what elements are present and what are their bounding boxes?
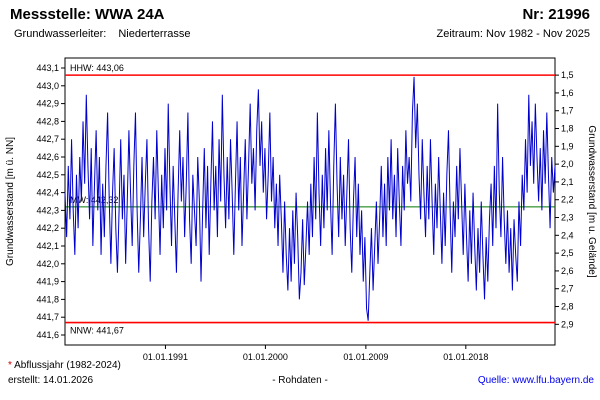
aquifer-label: Grundwasserleiter: xyxy=(14,28,107,40)
y-left-tick-label: 443,0 xyxy=(36,81,59,91)
y-left-tick-label: 441,6 xyxy=(36,330,59,340)
y-right-tick-label: 1,8 xyxy=(561,124,574,134)
y-left-tick-label: 442,6 xyxy=(36,152,59,162)
y-right-tick-label: 2,0 xyxy=(561,159,574,169)
footnote: * Abflussjahr (1982-2024) xyxy=(8,360,121,371)
y-right-tick-label: 2,6 xyxy=(561,266,574,276)
x-tick-label: 01.01.1991 xyxy=(143,352,188,362)
y-right-tick-label: 2,5 xyxy=(561,248,574,258)
source-label: Quelle: xyxy=(477,375,513,386)
y-left-tick-label: 443,1 xyxy=(36,63,59,73)
created-date: erstellt: 14.01.2026 xyxy=(8,375,94,386)
station-title: Messstelle: WWA 24A xyxy=(10,6,165,23)
y-left-tick-label: 442,2 xyxy=(36,223,59,233)
y-left-tick-label: 441,9 xyxy=(36,277,59,287)
y-right-tick-label: 2,4 xyxy=(561,230,574,240)
y-right-tick-label: 2,1 xyxy=(561,177,574,187)
y-right-tick-label: 2,7 xyxy=(561,284,574,294)
y-right-tick-label: 1,9 xyxy=(561,141,574,151)
y-right-tick-label: 1,6 xyxy=(561,88,574,98)
y-left-tick-label: 442,0 xyxy=(36,259,59,269)
y-right-axis-title: Grundwasserstand [m u. Gelände] xyxy=(586,125,597,278)
aquifer-row: Grundwasserleiter: Niederterrasse xyxy=(14,28,190,40)
footnote-text: Abflussjahr (1982-2024) xyxy=(11,360,121,371)
y-left-tick-label: 441,7 xyxy=(36,312,59,322)
y-right-tick-label: 2,2 xyxy=(561,195,574,205)
hhw-label: HHW: 443,06 xyxy=(70,63,124,73)
subtitle-bar: Grundwasserleiter: Niederterrasse Zeitrau… xyxy=(14,28,590,40)
y-left-tick-label: 442,4 xyxy=(36,188,59,198)
x-tick-label: 01.01.2009 xyxy=(343,352,388,362)
series-line xyxy=(64,76,556,321)
station-number: Nr: 21996 xyxy=(522,6,590,23)
title-bar: Messstelle: WWA 24A Nr: 21996 xyxy=(10,6,590,23)
data-type-label: - Rohdaten - xyxy=(272,375,328,386)
y-left-tick-label: 442,5 xyxy=(36,170,59,180)
source-link[interactable]: www.lfu.bayern.de xyxy=(512,375,594,386)
y-right-tick-label: 1,5 xyxy=(561,70,574,80)
x-tick-label: 01.01.2018 xyxy=(443,352,488,362)
y-left-tick-label: 442,8 xyxy=(36,116,59,126)
y-right-tick-label: 2,8 xyxy=(561,302,574,312)
y-left-axis-title: Grundwasserstand [m ü. NN] xyxy=(5,137,16,266)
y-left-tick-label: 442,3 xyxy=(36,205,59,215)
y-right-tick-label: 2,3 xyxy=(561,213,574,223)
aquifer-value: Niederterrasse xyxy=(118,28,191,40)
footnote-asterisk: * xyxy=(8,360,12,371)
x-tick-label: 01.01.2000 xyxy=(243,352,288,362)
period-label: Zeitraum: Nov 1982 - Nov 2025 xyxy=(436,28,590,40)
y-right-tick-label: 2,9 xyxy=(561,319,574,329)
nnw-label: NNW: 441,67 xyxy=(70,326,124,336)
y-left-tick-label: 441,8 xyxy=(36,294,59,304)
y-left-tick-label: 442,1 xyxy=(36,241,59,251)
source: Quelle: www.lfu.bayern.de xyxy=(478,375,594,386)
y-left-tick-label: 442,7 xyxy=(36,134,59,144)
y-right-tick-label: 1,7 xyxy=(561,106,574,116)
y-left-tick-label: 442,9 xyxy=(36,99,59,109)
